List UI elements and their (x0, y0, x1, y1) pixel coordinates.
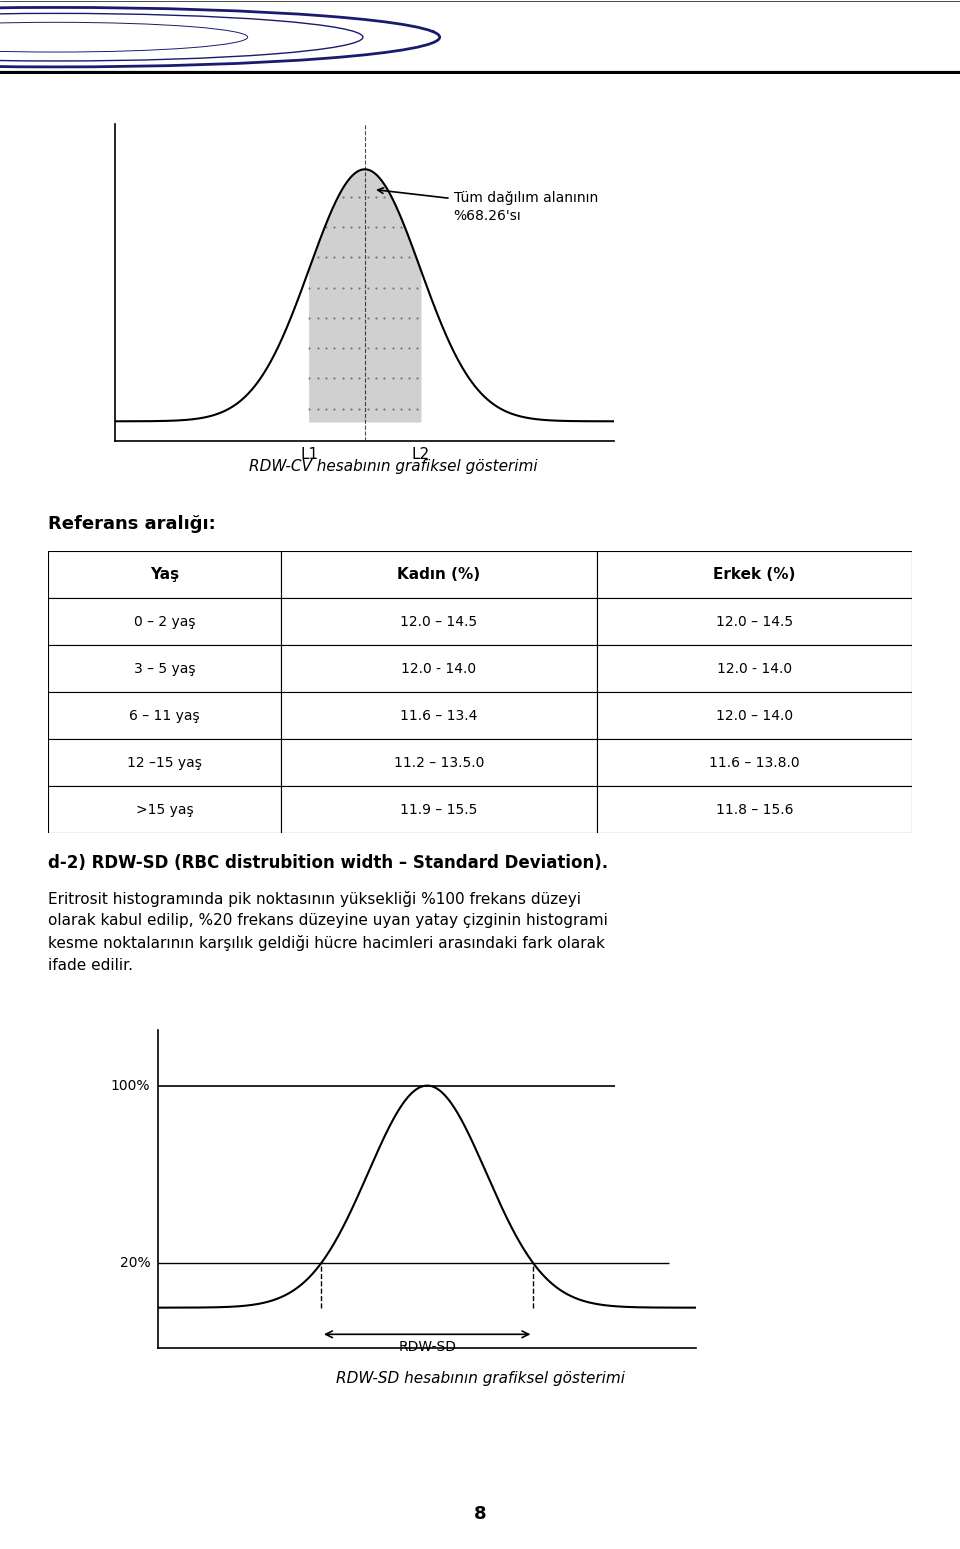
Text: 11.2 – 13.5.0: 11.2 – 13.5.0 (394, 756, 484, 770)
Text: 8: 8 (473, 1506, 487, 1523)
Text: 3 – 5 yaş: 3 – 5 yaş (133, 661, 196, 675)
Bar (281, 739, 597, 787)
Text: d-2) RDW-SD (RBC distrubition width – Standard Deviation).: d-2) RDW-SD (RBC distrubition width – St… (48, 853, 608, 872)
Text: 20%: 20% (120, 1256, 151, 1270)
Text: 11.8 – 15.6: 11.8 – 15.6 (715, 802, 793, 816)
Bar (48, 739, 281, 787)
Text: Tüm dağılım alanının
%68.26'sı: Tüm dağılım alanının %68.26'sı (377, 187, 598, 223)
Bar (597, 787, 912, 833)
Text: RDW-CV hesabının grafiksel gösterimi: RDW-CV hesabının grafiksel gösterimi (250, 459, 538, 474)
Bar (281, 692, 597, 739)
Text: 12.0 – 14.0: 12.0 – 14.0 (716, 709, 793, 723)
Text: Kadın (%): Kadın (%) (397, 567, 481, 582)
Bar (281, 598, 597, 646)
Text: 11.6 – 13.8.0: 11.6 – 13.8.0 (709, 756, 800, 770)
Text: Bursa GVNTIP Laboratuvarı: Bursa GVNTIP Laboratuvarı (115, 26, 436, 45)
Bar (48, 551, 281, 598)
Bar (597, 739, 912, 787)
Bar (597, 598, 912, 646)
Text: Erkek (%): Erkek (%) (713, 567, 796, 582)
Bar (48, 787, 281, 833)
Text: RDW-SD: RDW-SD (398, 1340, 456, 1354)
Text: 100%: 100% (110, 1078, 151, 1092)
Text: 0 – 2 yaş: 0 – 2 yaş (133, 615, 196, 629)
Bar (597, 692, 912, 739)
Bar (597, 646, 912, 692)
Text: L1: L1 (300, 446, 319, 462)
Bar (281, 551, 597, 598)
Text: 12.0 - 14.0: 12.0 - 14.0 (717, 661, 792, 675)
Text: 12 –15 yaş: 12 –15 yaş (128, 756, 202, 770)
Bar (48, 646, 281, 692)
Circle shape (0, 8, 440, 67)
Text: >15 yaş: >15 yaş (135, 802, 194, 816)
Bar (281, 787, 597, 833)
Text: L2: L2 (411, 446, 429, 462)
Text: Eritrosit histogramında pik noktasının yüksekliği %100 frekans düzeyi
olarak kab: Eritrosit histogramında pik noktasının y… (48, 891, 608, 973)
Text: RDW-SD hesabının grafiksel gösterimi: RDW-SD hesabının grafiksel gösterimi (335, 1371, 625, 1386)
Text: Referans aralığı:: Referans aralığı: (48, 514, 216, 533)
Text: 11.9 – 15.5: 11.9 – 15.5 (400, 802, 478, 816)
Text: Yaş: Yaş (150, 567, 180, 582)
Bar (48, 692, 281, 739)
Text: 12.0 – 14.5: 12.0 – 14.5 (716, 615, 793, 629)
Bar (281, 646, 597, 692)
Text: 12.0 – 14.5: 12.0 – 14.5 (400, 615, 477, 629)
Text: 12.0 - 14.0: 12.0 - 14.0 (401, 661, 476, 675)
Text: 6 – 11 yaş: 6 – 11 yaş (130, 709, 200, 723)
Bar (48, 598, 281, 646)
Text: 11.6 – 13.4: 11.6 – 13.4 (400, 709, 478, 723)
Bar (597, 551, 912, 598)
